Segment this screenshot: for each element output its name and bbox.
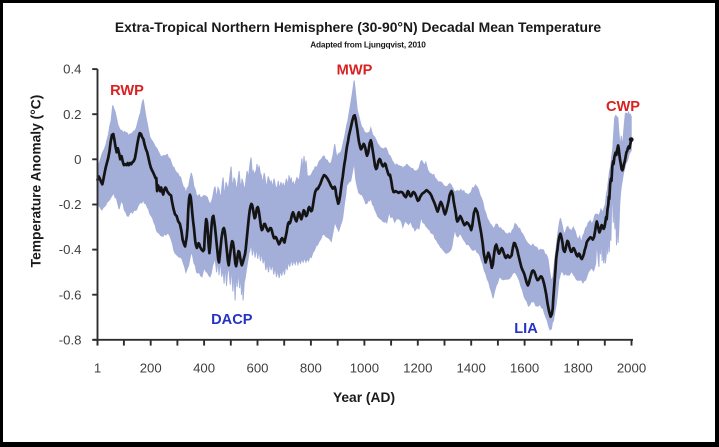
svg-text:Year (AD): Year (AD) [333, 390, 395, 405]
svg-text:1: 1 [94, 361, 101, 376]
svg-text:1200: 1200 [403, 361, 432, 376]
svg-text:-0.4: -0.4 [59, 242, 82, 257]
svg-text:Extra-Tropical Northern Hemisp: Extra-Tropical Northern Hemisphere (30-9… [115, 19, 601, 35]
svg-text:-0.8: -0.8 [59, 332, 82, 347]
svg-text:1000: 1000 [350, 361, 379, 376]
svg-text:200: 200 [140, 361, 162, 376]
svg-text:1600: 1600 [510, 361, 539, 376]
svg-text:2000: 2000 [617, 361, 646, 376]
svg-text:0: 0 [74, 152, 81, 167]
svg-text:DACP: DACP [211, 312, 253, 328]
svg-text:1400: 1400 [457, 361, 486, 376]
svg-text:1800: 1800 [563, 361, 592, 376]
svg-text:Temperature Anomaly (°C): Temperature Anomaly (°C) [29, 95, 44, 268]
svg-text:0.4: 0.4 [63, 62, 81, 77]
svg-text:400: 400 [193, 361, 215, 376]
svg-text:Adapted from Ljungqvist, 2010: Adapted from Ljungqvist, 2010 [310, 40, 426, 50]
svg-text:600: 600 [246, 361, 268, 376]
svg-text:RWP: RWP [110, 83, 144, 99]
svg-text:-0.2: -0.2 [59, 197, 82, 212]
svg-text:0.2: 0.2 [63, 107, 81, 122]
svg-text:MWP: MWP [337, 63, 373, 79]
svg-text:LIA: LIA [514, 321, 538, 337]
svg-text:800: 800 [300, 361, 322, 376]
svg-text:-0.6: -0.6 [59, 287, 82, 302]
svg-text:CWP: CWP [606, 99, 640, 115]
